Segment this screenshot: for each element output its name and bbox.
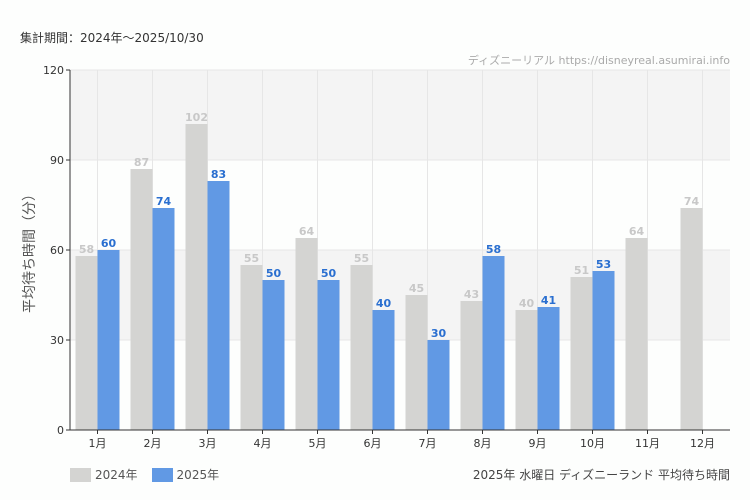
data-label: 60: [101, 237, 117, 250]
legend-item-2024[interactable]: 2024年: [70, 466, 138, 483]
bar-2024年: [240, 265, 263, 430]
x-tick-label: 11月: [635, 437, 660, 450]
data-label: 45: [409, 282, 424, 295]
bar-2025年: [262, 280, 285, 430]
data-label: 43: [464, 288, 479, 301]
x-tick-label: 6月: [364, 437, 382, 450]
x-tick-label: 7月: [419, 437, 437, 450]
bar-2024年: [570, 277, 593, 430]
y-axis-title: 平均待ち時間（分）: [22, 187, 38, 313]
x-tick-label: 10月: [580, 437, 605, 450]
data-label: 83: [211, 168, 226, 181]
bar-2025年: [592, 271, 615, 430]
data-label: 30: [431, 327, 447, 340]
data-label: 74: [684, 195, 700, 208]
bar-2024年: [405, 295, 428, 430]
bar-2025年: [152, 208, 175, 430]
bar-2024年: [185, 124, 208, 430]
y-tick-label: 60: [50, 244, 64, 257]
data-label: 51: [574, 264, 589, 277]
x-tick-label: 5月: [309, 437, 327, 450]
data-label: 64: [299, 225, 315, 238]
bar-2025年: [427, 340, 450, 430]
x-tick-label: 8月: [474, 437, 492, 450]
bar-2025年: [207, 181, 230, 430]
bar-2025年: [97, 250, 120, 430]
data-label: 102: [185, 111, 208, 124]
data-label: 58: [486, 243, 501, 256]
legend-swatch: [151, 467, 173, 482]
y-tick-label: 90: [50, 154, 64, 167]
bar-2025年: [372, 310, 395, 430]
data-label: 58: [79, 243, 94, 256]
y-tick-label: 30: [50, 334, 64, 347]
bar-2024年: [130, 169, 153, 430]
data-label: 40: [519, 297, 535, 310]
x-tick-label: 4月: [254, 437, 272, 450]
period-label: 集計期間：2024年～2025/10/30: [20, 31, 204, 45]
data-label: 87: [134, 156, 149, 169]
data-label: 55: [244, 252, 259, 265]
legend-label: 2025年: [176, 468, 220, 482]
data-label: 50: [321, 267, 337, 280]
x-tick-label: 3月: [199, 437, 217, 450]
data-label: 53: [596, 258, 611, 271]
x-tick-label: 2月: [144, 437, 162, 450]
data-label: 50: [266, 267, 282, 280]
bar-2025年: [537, 307, 560, 430]
data-label: 64: [629, 225, 645, 238]
bar-2024年: [515, 310, 538, 430]
chart-caption: 2025年 水曜日 ディズニーランド 平均待ち時間: [472, 468, 730, 482]
grid-band: [70, 250, 730, 340]
bar-2024年: [460, 301, 483, 430]
bar-2025年: [482, 256, 505, 430]
bar-2024年: [680, 208, 703, 430]
bar-2024年: [75, 256, 98, 430]
legend-item-2025[interactable]: 2025年: [151, 466, 220, 483]
y-tick-label: 120: [43, 64, 64, 77]
bar-2024年: [350, 265, 373, 430]
bar-2024年: [625, 238, 648, 430]
bar-2025年: [317, 280, 340, 430]
x-tick-label: 9月: [529, 437, 547, 450]
x-tick-label: 12月: [690, 437, 715, 450]
data-label: 74: [156, 195, 172, 208]
x-tick-label: 1月: [89, 437, 107, 450]
data-label: 40: [376, 297, 392, 310]
bar-2024年: [295, 238, 318, 430]
grid-band: [70, 70, 730, 160]
y-tick-label: 0: [57, 424, 64, 437]
data-label: 55: [354, 252, 369, 265]
legend: 2024年 2025年: [70, 466, 219, 483]
legend-swatch: [70, 467, 91, 482]
legend-label: 2024年: [95, 468, 138, 482]
data-label: 41: [541, 294, 556, 307]
site-credit: ディズニーリアル https://disneyreal.asumirai.inf…: [467, 54, 730, 67]
